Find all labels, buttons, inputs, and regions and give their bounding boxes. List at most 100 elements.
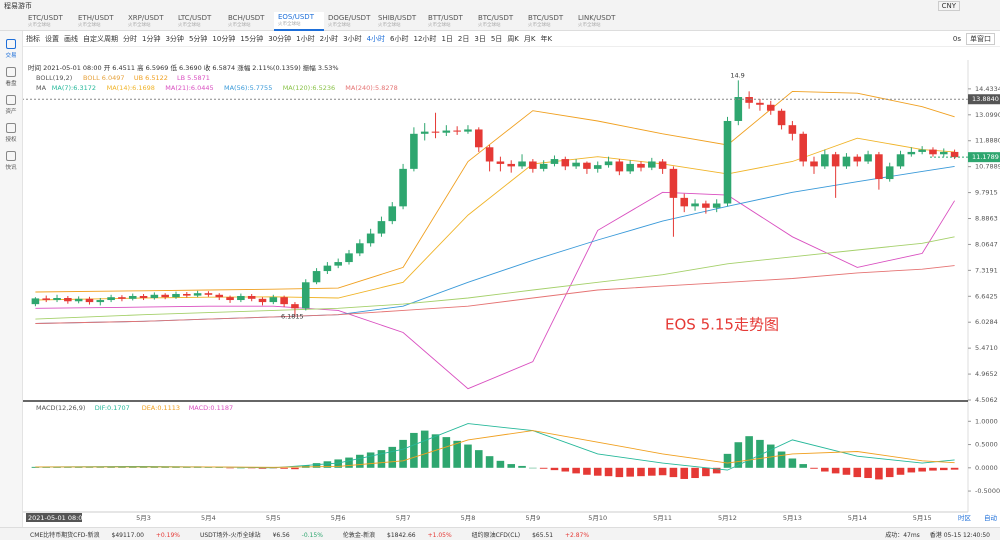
price-pane	[22, 60, 1000, 405]
tab[interactable]: BTT/USDT 火币全球站	[424, 12, 474, 31]
legend-entry: MA(56):5.7755	[224, 84, 272, 92]
macd-bar	[529, 467, 537, 469]
macd-legend: MACD:0.1187	[189, 404, 233, 412]
tab-pair: XRP/USDT	[128, 14, 164, 22]
tab[interactable]: BTC/USDT 火币全球站	[524, 12, 574, 31]
tool-button[interactable]: 画线	[64, 34, 78, 43]
candle-body	[96, 300, 105, 303]
sidebar-item[interactable]: 授权	[0, 123, 22, 143]
period-button[interactable]: 4小时	[366, 34, 386, 43]
tab[interactable]: LINK/USDT 火币全球站	[574, 12, 624, 31]
y-tick-label: -0.5000	[975, 487, 1000, 495]
currency[interactable]: CNY	[937, 1, 960, 11]
period-button[interactable]: 1小时	[296, 34, 315, 43]
candle-body	[280, 297, 288, 305]
window-mode[interactable]: 单窗口	[966, 32, 995, 45]
candle-body	[31, 298, 40, 305]
sidebar-icon	[6, 151, 16, 161]
period-button[interactable]: 3小时	[343, 34, 362, 43]
period-button[interactable]: 5日	[490, 34, 503, 43]
tab[interactable]: BTC/USDT 火币全球站	[474, 12, 524, 31]
candle-body	[420, 131, 429, 134]
tool-button[interactable]: 自定义周期	[83, 34, 118, 43]
period-button[interactable]: 2小时	[319, 34, 339, 43]
last-price-label: 11.1789	[972, 153, 999, 161]
tab-pair: EOS/USDT	[278, 13, 314, 21]
tab[interactable]: ETH/USDT 火币全球站	[74, 12, 124, 31]
period-button[interactable]: 1日	[441, 34, 453, 43]
sidebar-item[interactable]: 交易	[0, 39, 22, 59]
period-button[interactable]: 30分钟	[268, 34, 292, 43]
tab[interactable]: ETC/USDT 火币全球站	[24, 12, 74, 31]
candle-body	[604, 161, 613, 166]
sidebar-label: 交易	[5, 53, 17, 59]
macd-bar	[474, 450, 483, 468]
macd-bar	[561, 467, 570, 472]
macd-line	[35, 430, 955, 468]
macd-bar	[777, 451, 786, 468]
period-button[interactable]: 周K	[507, 34, 519, 43]
y-tick-label: 8.8863	[975, 215, 998, 223]
candle-body	[507, 163, 516, 167]
candle-body	[864, 154, 872, 162]
period-button[interactable]: 3分钟	[165, 34, 184, 43]
candle-body	[118, 297, 126, 299]
tab[interactable]: XRP/USDT 火币全球站	[124, 12, 174, 31]
tab-pair: BCH/USDT	[228, 14, 265, 22]
macd-bar	[658, 467, 667, 476]
period-button[interactable]: 年K	[540, 34, 553, 43]
candle-body	[658, 161, 667, 169]
sidebar-item[interactable]: 看盘	[0, 67, 22, 87]
macd-bar	[626, 467, 634, 477]
period-button[interactable]: 10分钟	[212, 34, 236, 43]
period-button[interactable]: 月K	[523, 34, 536, 43]
candle-body	[885, 166, 894, 180]
tool-button[interactable]: 设置	[45, 34, 59, 43]
period-button[interactable]: 分时	[123, 34, 137, 43]
indicator-line	[35, 191, 955, 390]
period-button[interactable]: 12小时	[413, 34, 437, 43]
tab-sub: 火币全球站	[578, 23, 601, 28]
title-bar: 程易游币 CNY	[0, 0, 1000, 12]
tab-sub: 火币全球站	[278, 22, 301, 27]
tool-button[interactable]: 指标	[26, 34, 40, 43]
candle-body	[356, 243, 364, 254]
candle-body	[853, 156, 862, 162]
x-tick-label: 5月13	[783, 514, 802, 522]
last-price-box	[968, 152, 1000, 163]
sidebar-item[interactable]: 快讯	[0, 151, 22, 171]
y-tick-label: 7.3191	[975, 266, 998, 274]
status-item: CME比特币期货CFD-新浪 $49117.00 +0.19%	[30, 530, 190, 539]
candle-body	[291, 304, 299, 309]
macd-bar	[745, 436, 753, 468]
y-tick-label: 10.7889	[975, 163, 1000, 171]
status-change: -0.15%	[301, 531, 323, 539]
y-tick-label: 4.5062	[975, 396, 998, 404]
tab[interactable]: SHIB/USDT 火币全球站	[374, 12, 424, 31]
macd-bar	[950, 467, 959, 470]
period-button[interactable]: 3日	[474, 34, 486, 43]
period-button[interactable]: 1分钟	[142, 34, 161, 43]
sidebar-item[interactable]: 资产	[0, 95, 22, 115]
tab[interactable]: DOGE/USDT 火币全球站	[324, 12, 374, 31]
macd-bar	[247, 467, 256, 469]
period-button[interactable]: 6小时	[390, 34, 409, 43]
app-title: 程易游币	[4, 2, 32, 10]
refresh[interactable]: 0s	[952, 34, 961, 43]
toolbar: 指标 设置 画线 自定义周期 分时 1分钟 3分钟 5分钟 10分钟 15分钟 30分钟 1小时 2小时…	[0, 31, 1000, 47]
tab[interactable]: LTC/USDT 火币全球站	[174, 12, 224, 31]
tab[interactable]: BCH/USDT 火币全球站	[224, 12, 274, 31]
macd-bar	[734, 442, 743, 468]
macd-bar	[366, 452, 375, 468]
period-button[interactable]: 2日	[457, 34, 470, 43]
candle-body	[85, 298, 94, 303]
tab-sub: 火币全球站	[178, 23, 201, 28]
tab[interactable]: EOS/USDT 火币全球站	[274, 11, 324, 31]
macd-bar	[356, 454, 364, 468]
period-button[interactable]: 5分钟	[188, 34, 208, 43]
clock: 香港 05-15 12:40:50	[929, 531, 990, 539]
candle-body	[593, 165, 602, 169]
period-button[interactable]: 15分钟	[240, 34, 264, 43]
y-tick-label: 4.9652	[975, 370, 998, 378]
